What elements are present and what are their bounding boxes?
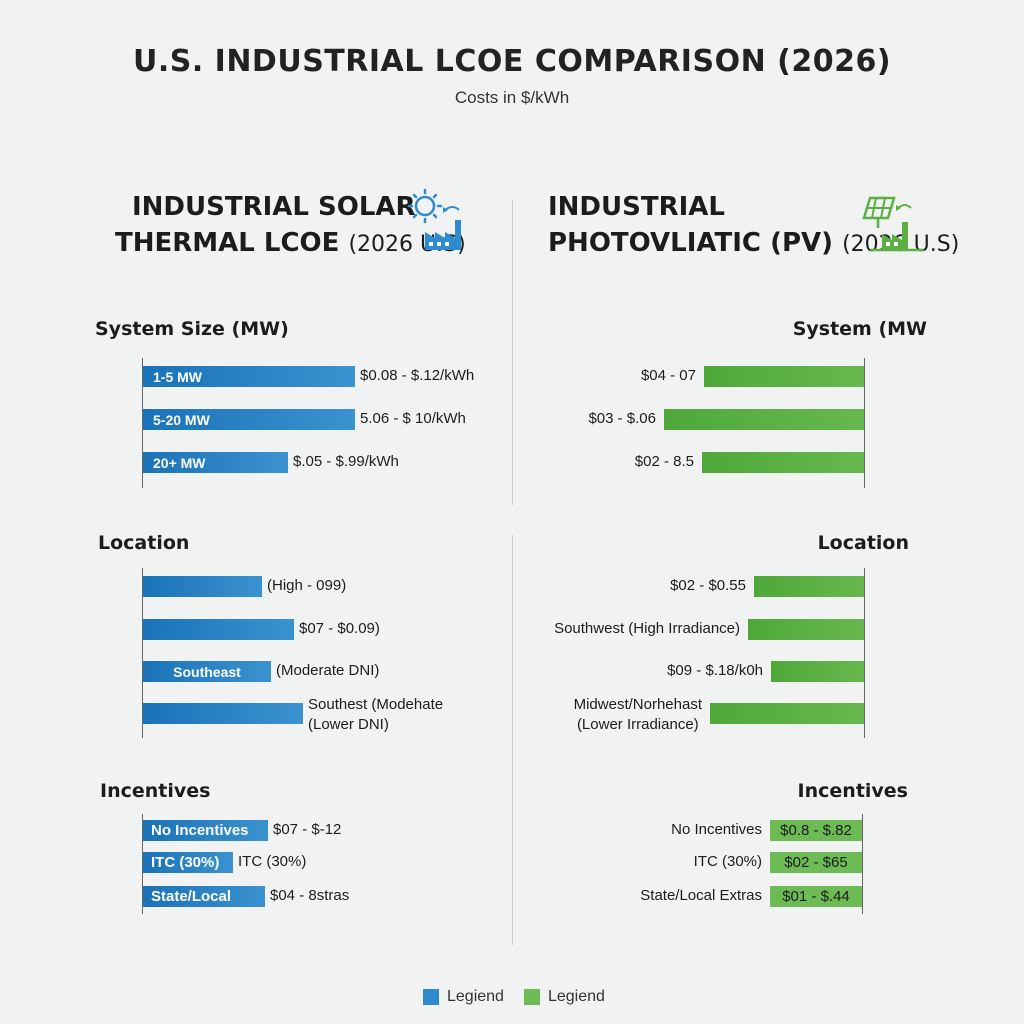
- thermal-system-size-bar: 20+ MW: [143, 452, 288, 473]
- pv-system-size-value: $04 - 07: [640, 367, 696, 384]
- panel-divider-bottom: [512, 535, 513, 945]
- thermal-location-label: Location: [98, 532, 190, 554]
- pv-incentives-axis: [862, 814, 863, 914]
- thermal-location-value: Southest (Modehate (Lower DNI): [308, 696, 444, 733]
- pv-incentives-label: Incentives: [797, 780, 908, 802]
- thermal-system-size-value: $.05 - $.99/kWh: [293, 453, 399, 470]
- thermal-location-value: $07 - $0.09): [299, 620, 380, 637]
- pv-incentives-category-label: No Incentives: [671, 821, 762, 838]
- thermal-panel-title-bold: THERMAL LCOE: [115, 228, 340, 258]
- thermal-incentives-value: ITC (30%): [238, 853, 307, 870]
- thermal-location-value: (High - 099): [267, 577, 347, 594]
- pv-system-size-value: $03 - $.06: [588, 410, 656, 427]
- pv-incentives-bar: $01 - $.44: [770, 886, 862, 907]
- thermal-incentives-bar: No Incentives: [143, 820, 268, 841]
- thermal-incentives-value: $04 - 8stras: [270, 887, 350, 904]
- thermal-location-bar: [143, 703, 303, 724]
- pv-panel-title-line1: INDUSTRIAL: [548, 192, 725, 222]
- pv-incentives-category-label: State/Local Extras: [640, 887, 762, 904]
- thermal-location-bar: [143, 619, 294, 640]
- thermal-incentives-value: $07 - $-12: [273, 821, 342, 838]
- thermal-incentives-label: Incentives: [100, 780, 211, 802]
- thermal-system-size-value: 5.06 - $ 10/kWh: [360, 410, 466, 427]
- thermal-panel-title-line1: INDUSTRIAL SOLAR: [132, 192, 416, 222]
- pv-location-value: Southwest (High Irradiance): [554, 620, 740, 637]
- thermal-system-size-value: $0.08 - $.12/kWh: [360, 367, 475, 384]
- solar-panel-factory-icon: [862, 196, 924, 252]
- thermal-location-value: (Moderate DNI): [276, 662, 380, 679]
- pv-incentives-bar: $0.8 - $.82: [770, 820, 862, 841]
- legend-label-pv: Legiend: [547, 988, 605, 1005]
- pv-location-bar: [771, 661, 864, 682]
- thermal-system-size-bar: 5-20 MW: [143, 409, 355, 430]
- pv-location-bar: [748, 619, 864, 640]
- legend: Legiend Legiend: [423, 988, 605, 1006]
- pv-system-size-bar: [664, 409, 864, 430]
- pv-incentives-category-label: ITC (30%): [693, 853, 762, 870]
- thermal-incentives-bar: State/Local: [143, 886, 265, 907]
- thermal-incentives-axis: [142, 814, 143, 914]
- thermal-system-size-label: System Size (MW): [95, 318, 289, 340]
- pv-system-size-bar: [702, 452, 864, 473]
- pv-location-bar: [710, 703, 864, 724]
- thermal-system-size-bar: 1-5 MW: [143, 366, 355, 387]
- pv-location-axis: [864, 568, 865, 738]
- chart-subtitle: Costs in $/kWh: [454, 88, 570, 107]
- sun-factory-icon: [407, 188, 461, 250]
- pv-location-value: Midwest/Norhehast (Lower Irradiance): [573, 696, 702, 733]
- legend-label-thermal: Legiend: [447, 988, 504, 1005]
- pv-system-size-bar: [704, 366, 864, 387]
- pv-panel-title-bold: PHOTOVLIATIC (PV): [548, 228, 834, 258]
- thermal-system-size-axis: [142, 358, 143, 488]
- pv-location-value: $09 - $.18/k0h: [667, 662, 763, 679]
- thermal-location-bar: Southeast: [143, 661, 271, 682]
- pv-location-value: $02 - $0.55: [670, 577, 746, 594]
- legend-swatch-pv: [523, 989, 540, 1005]
- pv-system-size-label: System (MW: [792, 318, 927, 340]
- pv-location-label: Location: [817, 532, 909, 554]
- thermal-location-bar: [143, 576, 262, 597]
- pv-incentives-bar: $02 - $65: [770, 852, 862, 873]
- panel-divider-top: [512, 200, 513, 505]
- thermal-incentives-bar: ITC (30%): [143, 852, 233, 873]
- pv-system-size-axis: [864, 358, 865, 488]
- pv-location-bar: [754, 576, 864, 597]
- legend-swatch-thermal: [423, 989, 439, 1005]
- thermal-location-axis: [142, 568, 143, 738]
- pv-system-size-value: $02 - 8.5: [634, 453, 694, 470]
- chart-title: U.S. INDUSTRIAL LCOE COMPARISON (2026): [132, 44, 892, 79]
- pv-panel-title-line2: PHOTOVLIATIC (PV) (2026 U.S): [548, 226, 959, 262]
